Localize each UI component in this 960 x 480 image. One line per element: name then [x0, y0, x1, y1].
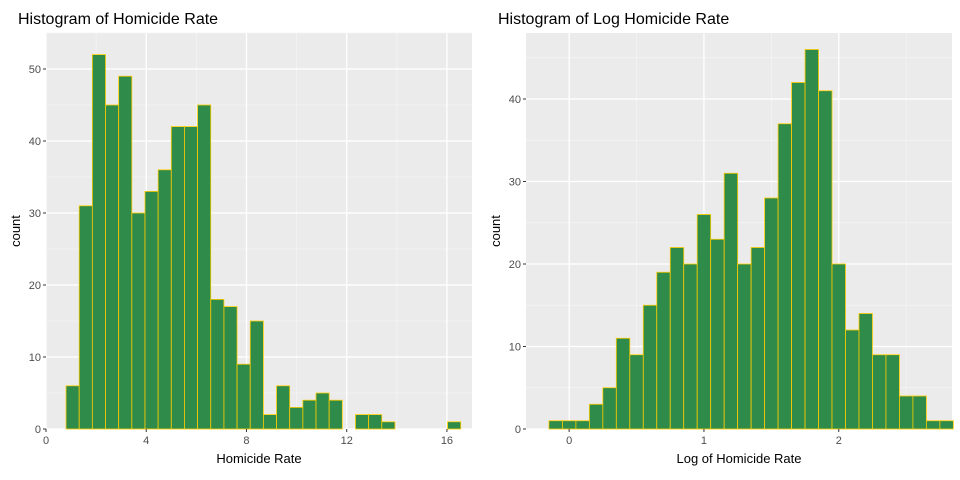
histogram-bar [602, 387, 617, 430]
histogram-bar [78, 205, 93, 430]
x-tick-label: 12 [341, 435, 353, 447]
histogram-bar [845, 329, 860, 430]
histogram-bar [872, 354, 887, 430]
histogram-bar [925, 420, 941, 430]
histogram-bar [249, 320, 264, 430]
histogram-bar [91, 54, 106, 430]
histogram-bar [157, 169, 172, 430]
histogram-bar [118, 75, 133, 430]
histogram-bar [791, 82, 806, 430]
histogram-bar [629, 354, 644, 430]
histogram-bar [615, 337, 631, 430]
histogram-bar [696, 214, 712, 430]
histogram-bar [561, 420, 577, 430]
histogram-bar [170, 126, 185, 430]
histogram-bar [858, 313, 873, 430]
y-tick-label: 0 [35, 424, 41, 436]
x-axis-label: Homicide Rate [216, 451, 301, 466]
histogram-bar [197, 104, 212, 430]
y-tick-label: 0 [515, 424, 521, 436]
x-tick-label: 16 [441, 435, 453, 447]
y-axis-label: count [488, 215, 503, 247]
histogram-bar [939, 420, 954, 430]
histogram-bar [575, 420, 590, 430]
histogram-bar [381, 421, 396, 430]
histogram-bar [144, 190, 159, 430]
histogram-bars [65, 54, 462, 430]
histogram-bar [210, 298, 225, 430]
histogram-bar [276, 385, 291, 430]
y-tick-label: 20 [29, 280, 41, 292]
y-tick-label: 20 [509, 259, 521, 271]
histogram-bar [669, 247, 685, 430]
histogram-bar [236, 363, 251, 430]
histogram-bar [262, 414, 277, 430]
histogram-bar [447, 421, 462, 430]
histogram-bar [683, 263, 698, 430]
y-tick-label: 10 [509, 342, 521, 354]
histogram-bar [912, 395, 927, 430]
y-tick-label: 40 [29, 136, 41, 148]
histogram-bar [818, 90, 833, 430]
histogram-bar [750, 247, 766, 430]
histogram-bar [548, 420, 563, 430]
histogram-bar [315, 392, 330, 430]
histogram-bar [368, 414, 383, 430]
histogram-bar [656, 271, 671, 430]
histogram-bar [642, 304, 658, 430]
histogram-bar [737, 263, 752, 430]
histogram-bar [764, 197, 779, 430]
histogram-bar [899, 395, 914, 430]
histogram-bars [548, 49, 954, 430]
histogram-bar [777, 123, 792, 430]
y-tick-label: 50 [29, 64, 41, 76]
y-tick-label: 30 [29, 208, 41, 220]
x-tick-label: 0 [43, 435, 49, 447]
histogram-bar [804, 49, 819, 430]
histogram-bar [885, 354, 900, 430]
chart-title: Histogram of Log Homicide Rate [498, 11, 729, 28]
y-tick-label: 10 [29, 352, 41, 364]
histogram-bar [65, 385, 80, 430]
histogram-bar [710, 238, 725, 430]
histogram-bar [184, 126, 199, 430]
y-tick-label: 40 [509, 94, 521, 106]
x-tick-label: 2 [836, 435, 842, 447]
histogram-bar [105, 104, 120, 430]
histogram-bar [289, 406, 304, 430]
histogram-bar [302, 399, 317, 430]
histogram-bar [723, 172, 739, 430]
x-tick-label: 1 [701, 435, 707, 447]
histogram-bar [588, 403, 604, 430]
x-tick-label: 4 [143, 435, 149, 447]
y-axis-ticks: 0 10 20 30 40 50 [29, 64, 46, 436]
histogram-bar [328, 399, 343, 430]
y-tick-label: 30 [509, 177, 521, 189]
histogram-bar [131, 212, 146, 430]
x-axis-ticks: 0 4 8 12 16 [43, 429, 453, 447]
panel-log-homicide-rate: Histogram of Log Homicide Rate 010203040… [488, 11, 954, 466]
x-tick-label: 8 [243, 435, 249, 447]
chart-title: Histogram of Homicide Rate [18, 11, 218, 28]
histogram-bar [355, 414, 370, 430]
histogram-bar [831, 263, 846, 430]
x-tick-label: 0 [566, 435, 572, 447]
y-axis-ticks: 0 10 20 30 40 [509, 94, 526, 436]
x-axis-ticks: 0 1 2 [566, 429, 842, 447]
histogram-bar [223, 306, 238, 430]
x-axis-label: Log of Homicide Rate [676, 451, 801, 466]
y-axis-label: count [8, 215, 23, 247]
